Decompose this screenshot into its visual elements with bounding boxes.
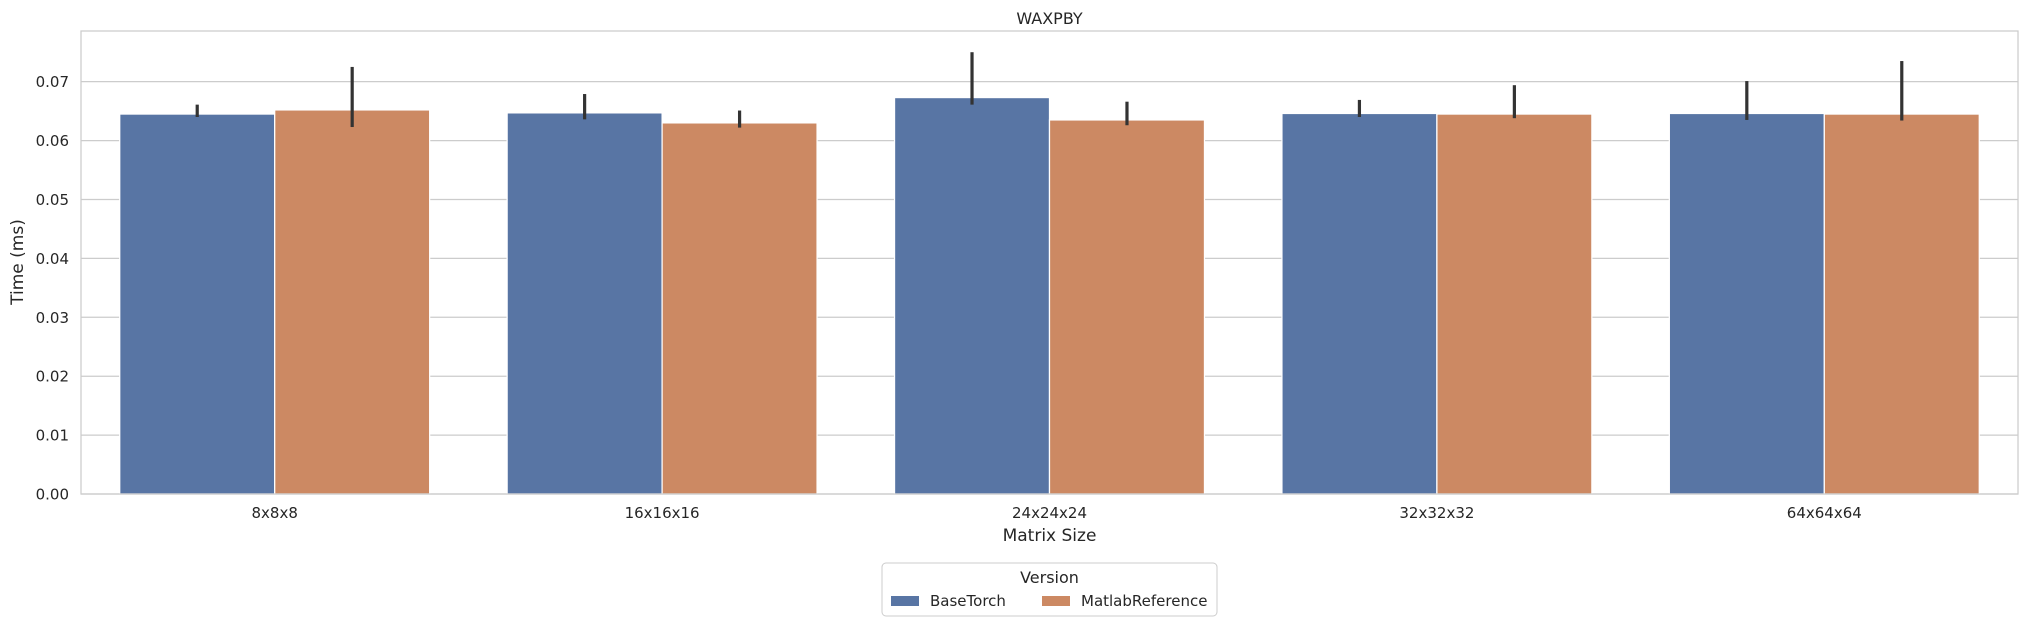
y-tick-label: 0.04 (36, 250, 69, 268)
x-tick-label: 8x8x8 (252, 504, 298, 522)
bars (119, 96, 1980, 495)
y-tick-label: 0.03 (36, 309, 69, 327)
y-tick-label: 0.00 (36, 486, 69, 504)
y-tick-label: 0.05 (36, 191, 69, 209)
x-tick-label: 64x64x64 (1787, 504, 1862, 522)
bar-basetorch-16x16x16 (506, 112, 663, 495)
bar-basetorch-64x64x64 (1668, 112, 1825, 495)
y-tick-label: 0.01 (36, 427, 69, 445)
y-axis: 0.00 0.01 0.02 0.03 0.04 0.05 0.06 0.07 (36, 73, 69, 503)
x-tick-label: 24x24x24 (1012, 504, 1087, 522)
x-tick-label: 32x32x32 (1399, 504, 1474, 522)
bar-matlabreference-24x24x24 (1048, 119, 1206, 495)
legend-title: Version (1020, 568, 1079, 587)
y-tick-label: 0.02 (36, 368, 69, 386)
legend-label-matlabreference: MatlabReference (1081, 592, 1207, 610)
y-tick-label: 0.06 (36, 132, 69, 150)
bar-matlabreference-32x32x32 (1436, 113, 1593, 495)
bar-matlabreference-16x16x16 (661, 122, 818, 495)
legend-label-basetorch: BaseTorch (930, 592, 1006, 610)
bar-matlabreference-64x64x64 (1823, 113, 1980, 495)
plot-frame (80, 30, 2019, 495)
y-axis-label: Time (ms) (8, 219, 28, 306)
legend-swatch-basetorch (891, 596, 919, 606)
legend-swatch-matlabreference (1042, 596, 1070, 606)
x-axis: 8x8x8 16x16x16 24x24x24 32x32x32 64x64x64 (252, 504, 1862, 522)
chart-title: WAXPBY (1016, 9, 1083, 28)
bar-basetorch-24x24x24 (893, 96, 1051, 495)
bar-matlabreference-8x8x8 (274, 109, 431, 495)
legend: Version BaseTorch MatlabReference (881, 562, 1218, 617)
bar-basetorch-32x32x32 (1281, 112, 1438, 495)
bar-basetorch-8x8x8 (119, 113, 276, 495)
y-tick-label: 0.07 (36, 73, 69, 91)
legend-frame (881, 562, 1218, 617)
error-bars (195, 52, 1904, 128)
x-tick-label: 16x16x16 (625, 504, 700, 522)
x-axis-label: Matrix Size (1003, 526, 1097, 546)
